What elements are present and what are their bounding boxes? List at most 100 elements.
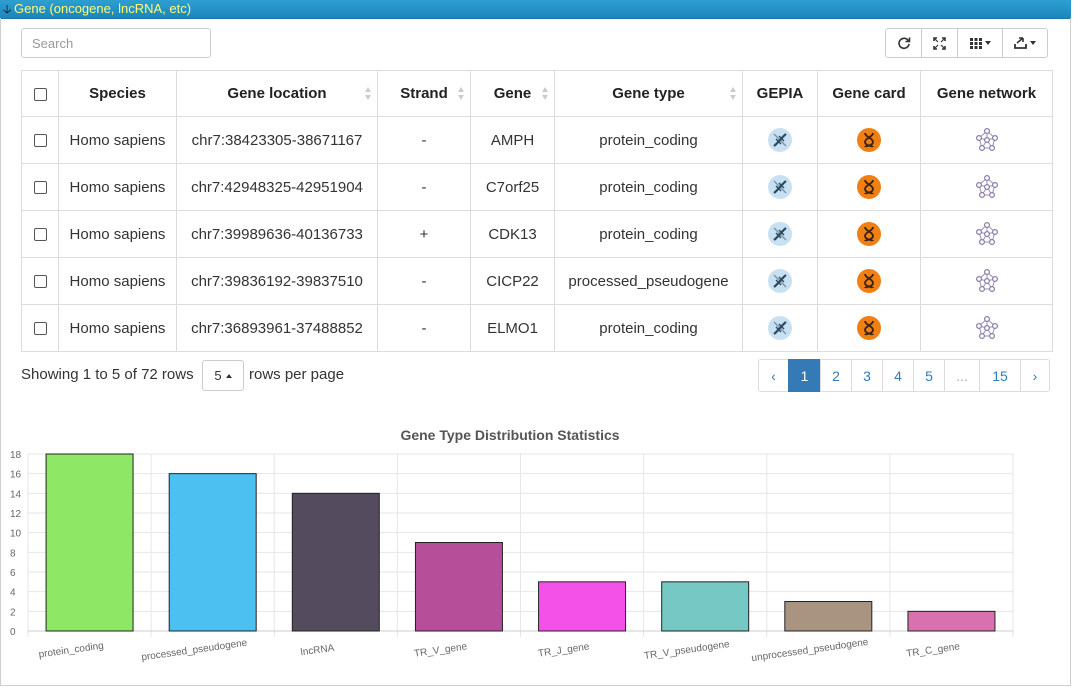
network-icon[interactable]: [974, 127, 1000, 152]
panel-title: Gene (oncogene, lncRNA, etc): [14, 1, 192, 16]
cell-strand: -: [377, 304, 471, 352]
table-row: Homo sapiens chr7:39836192-39837510- CICP2…: [21, 257, 1053, 305]
cell-gene-card: [817, 304, 921, 352]
y-tick-label: 8: [10, 548, 16, 559]
row-select-cell[interactable]: [21, 116, 59, 164]
dna-card-icon[interactable]: [856, 222, 882, 246]
cell-gene-card: [817, 210, 921, 258]
network-icon[interactable]: [974, 315, 1000, 340]
chart-title: Gene Type Distribution Statistics: [400, 427, 619, 443]
sort-icon: [458, 87, 464, 101]
cell-gepia: [742, 257, 818, 305]
fullscreen-icon: [933, 36, 946, 50]
cell-species: Homo sapiens: [58, 116, 177, 164]
export-button[interactable]: [1002, 28, 1048, 58]
header-gene-location[interactable]: Gene location: [176, 70, 378, 117]
page-5[interactable]: 5: [913, 359, 945, 392]
cell-gene-network: [920, 163, 1053, 211]
cell-gene-location: chr7:36893961-37488852: [176, 304, 378, 352]
search-input[interactable]: [21, 28, 211, 58]
fullscreen-button[interactable]: [921, 28, 958, 58]
bar-lncRNA: [291, 492, 380, 632]
row-checkbox[interactable]: [33, 181, 47, 195]
dna-helix-icon[interactable]: [767, 316, 793, 340]
bar-TR_V_pseudogene: [661, 581, 750, 632]
y-tick-label: 2: [10, 607, 16, 618]
dna-helix-icon[interactable]: [767, 269, 793, 293]
cell-gene-type: protein_coding: [554, 116, 743, 164]
y-tick-label: 0: [10, 627, 16, 638]
dna-helix-icon[interactable]: [767, 222, 793, 246]
bar-processed_pseudogene: [168, 473, 257, 632]
table-row: Homo sapiens chr7:39989636-40136733 + CDK13…: [21, 210, 1053, 258]
table-row: Homo sapiens chr7:36893961-37488852- ELMO1…: [21, 304, 1053, 352]
y-tick-label: 18: [10, 450, 22, 461]
chevron-down-icon: [984, 41, 991, 45]
page-3[interactable]: 3: [851, 359, 883, 392]
page-ellipsis: ...: [944, 359, 980, 392]
cell-gene-location: chr7:39989636-40136733: [176, 210, 378, 258]
row-select-cell[interactable]: [21, 304, 59, 352]
dna-card-icon[interactable]: [856, 316, 882, 340]
row-select-cell[interactable]: [21, 163, 59, 211]
y-tick-label: 16: [10, 470, 22, 481]
page-1[interactable]: 1: [788, 359, 821, 392]
select-all-cell[interactable]: [21, 70, 59, 117]
next-page-button[interactable]: ›: [1020, 359, 1050, 392]
arrow-down-icon: 🡣: [2, 2, 12, 16]
cell-strand: -: [377, 163, 471, 211]
cell-gepia: [742, 163, 818, 211]
columns-icon: [969, 37, 982, 49]
page-2[interactable]: 2: [820, 359, 852, 392]
x-tick-label: unprocessed_pseudogene: [751, 637, 870, 664]
dna-card-icon[interactable]: [856, 175, 882, 199]
cell-gene: CICP22: [470, 257, 555, 305]
x-tick-label: TR_V_gene: [413, 641, 468, 659]
dna-helix-icon[interactable]: [767, 175, 793, 199]
select-all-checkbox[interactable]: [33, 87, 47, 101]
table-toolbar: [885, 28, 1048, 58]
network-icon[interactable]: [974, 221, 1000, 246]
cell-strand: +: [377, 210, 471, 258]
row-select-cell[interactable]: [21, 257, 59, 305]
cell-strand: -: [377, 116, 471, 164]
cell-gene-card: [817, 257, 921, 305]
cell-gene: ELMO1: [470, 304, 555, 352]
header-strand[interactable]: Strand: [377, 70, 471, 117]
dna-card-icon[interactable]: [856, 128, 882, 152]
row-select-cell[interactable]: [21, 210, 59, 258]
dna-helix-icon[interactable]: [767, 128, 793, 152]
header-gene-type[interactable]: Gene type: [554, 70, 743, 117]
cell-gepia: [742, 210, 818, 258]
cell-gepia: [742, 116, 818, 164]
page-15[interactable]: 15: [979, 359, 1021, 392]
cell-strand: -: [377, 257, 471, 305]
cell-gene-card: [817, 163, 921, 211]
row-checkbox[interactable]: [33, 228, 47, 242]
y-tick-label: 12: [10, 509, 22, 520]
panel-body: [0, 18, 1071, 686]
cell-gene-location: chr7:39836192-39837510: [176, 257, 378, 305]
network-icon[interactable]: [974, 268, 1000, 293]
panel-header[interactable]: 🡣 Gene (oncogene, lncRNA, etc): [0, 0, 1071, 19]
columns-button[interactable]: [957, 28, 1003, 58]
x-tick-label: lncRNA: [300, 643, 335, 659]
prev-page-button[interactable]: ‹: [758, 359, 789, 392]
refresh-button[interactable]: [885, 28, 922, 58]
cell-species: Homo sapiens: [58, 163, 177, 211]
cell-gepia: [742, 304, 818, 352]
refresh-icon: [897, 37, 910, 50]
sort-icon: [365, 87, 371, 101]
rows-per-page-button[interactable]: 5: [202, 360, 244, 391]
row-checkbox[interactable]: [33, 134, 47, 148]
network-icon[interactable]: [974, 174, 1000, 199]
cell-gene-type: protein_coding: [554, 163, 743, 211]
row-checkbox[interactable]: [33, 322, 47, 336]
rows-per-page-label: rows per page: [249, 366, 345, 383]
header-gene[interactable]: Gene: [470, 70, 555, 117]
page-4[interactable]: 4: [882, 359, 914, 392]
dna-card-icon[interactable]: [856, 269, 882, 293]
x-tick-label: TR_C_gene: [906, 641, 961, 659]
row-checkbox[interactable]: [33, 275, 47, 289]
bar-TR_V_gene: [414, 542, 503, 632]
